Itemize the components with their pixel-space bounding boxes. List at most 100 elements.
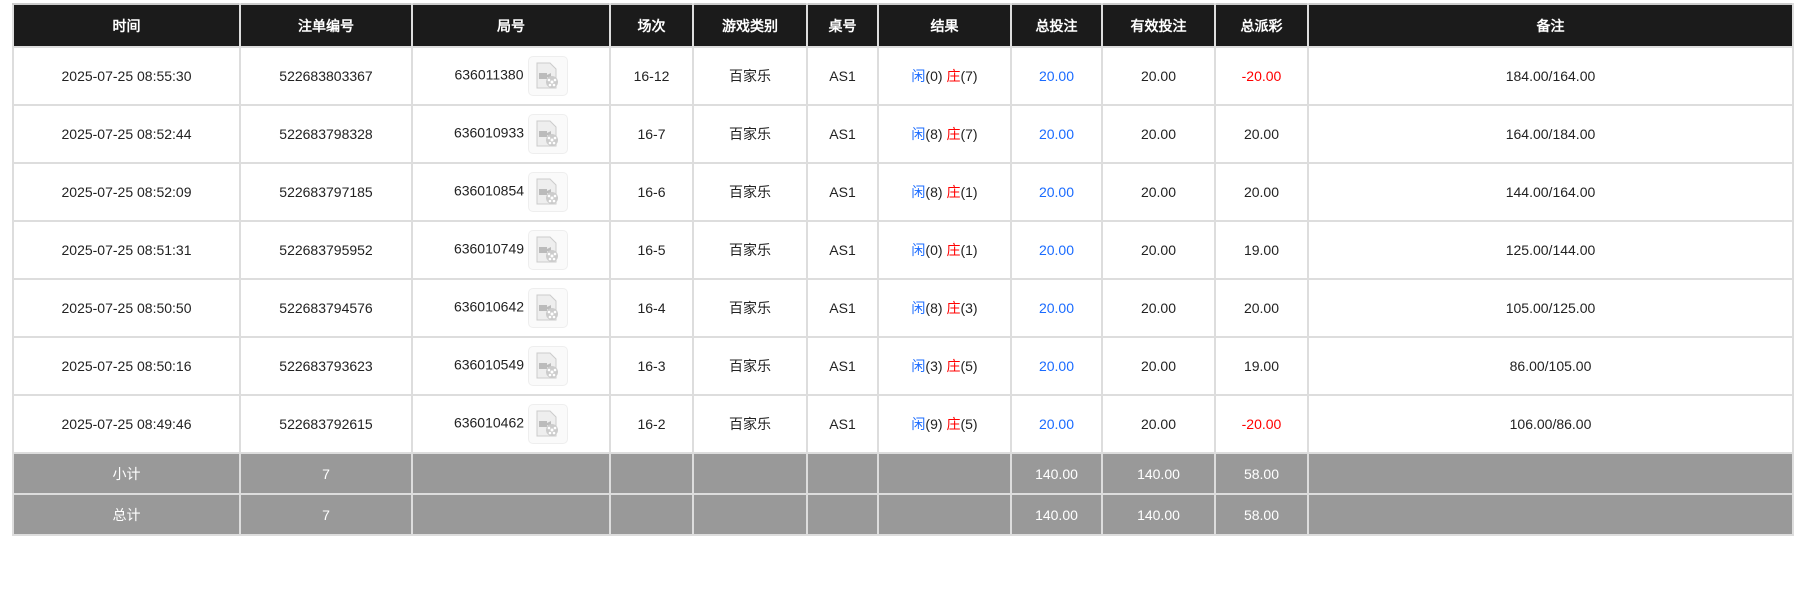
video-replay-button[interactable]	[528, 404, 569, 444]
player-label: 闲	[911, 242, 926, 258]
table-no-cell: AS1	[806, 278, 879, 338]
banker-label: 庄	[946, 300, 961, 316]
total-count: 7	[239, 493, 413, 536]
player-score: (3)	[925, 358, 943, 374]
video-replay-button[interactable]	[528, 346, 569, 386]
video-replay-button[interactable]	[528, 288, 569, 328]
payout-cell: 20.00	[1214, 162, 1309, 222]
table-row: 2025-07-25 08:55:30 522683803367 636011380…	[12, 46, 1794, 106]
payout-cell: -20.00	[1214, 46, 1309, 106]
table-row: 2025-07-25 08:52:09 522683797185 636010854…	[12, 162, 1794, 222]
valid-bet-cell: 20.00	[1101, 162, 1216, 222]
video-replay-button[interactable]	[528, 172, 569, 212]
session-cell: 16-12	[609, 46, 694, 106]
result-cell: 闲(8) 庄(3)	[877, 278, 1012, 338]
note-cell: 144.00/164.00	[1307, 162, 1794, 222]
round-number: 636010462	[453, 414, 525, 431]
player-score: (0)	[925, 242, 943, 258]
session-cell: 16-7	[609, 104, 694, 164]
table-row: 2025-07-25 08:52:44 522683798328 636010933…	[12, 104, 1794, 164]
table-no-cell: AS1	[806, 336, 879, 396]
table-no-cell: AS1	[806, 104, 879, 164]
video-file-icon	[536, 236, 559, 263]
total-label: 总计	[12, 493, 241, 536]
result-cell: 闲(8) 庄(1)	[877, 162, 1012, 222]
game-type-cell: 百家乐	[692, 394, 808, 454]
payout-cell: 19.00	[1214, 336, 1309, 396]
round-number: 636010749	[453, 240, 525, 257]
banker-label: 庄	[946, 126, 961, 142]
header-session: 场次	[609, 3, 694, 48]
banker-score: (5)	[960, 416, 978, 432]
video-file-icon	[536, 120, 559, 147]
video-replay-button[interactable]	[527, 56, 568, 96]
banker-score: (7)	[960, 126, 978, 142]
bet-records-table: 时间 注单编号 局号 场次 游戏类别 桌号 结果 总投注 有效投注 总派彩 备注 2025-07-2…	[12, 3, 1794, 536]
player-score: (8)	[925, 126, 943, 142]
banker-label: 庄	[946, 184, 961, 200]
subtotal-payout: 58.00	[1214, 452, 1309, 495]
time-cell: 2025-07-25 08:52:09	[12, 162, 241, 222]
table-row: 2025-07-25 08:49:46 522683792615 636010462…	[12, 394, 1794, 454]
result-cell: 闲(3) 庄(5)	[877, 336, 1012, 396]
header-result: 结果	[877, 3, 1012, 48]
round-cell: 636010642	[411, 278, 611, 338]
banker-score: (1)	[960, 184, 978, 200]
video-file-icon	[536, 178, 559, 205]
player-label: 闲	[911, 126, 926, 142]
total-bet-cell: 20.00	[1010, 46, 1103, 106]
bet-id-cell: 522683795952	[239, 220, 413, 280]
banker-score: (7)	[960, 68, 978, 84]
table-row: 2025-07-25 08:50:50 522683794576 636010642…	[12, 278, 1794, 338]
valid-bet-cell: 20.00	[1101, 46, 1216, 106]
valid-bet-cell: 20.00	[1101, 394, 1216, 454]
total-valid-bet: 140.00	[1101, 493, 1216, 536]
session-cell: 16-4	[609, 278, 694, 338]
video-file-icon	[536, 352, 559, 379]
total-bet-cell: 20.00	[1010, 278, 1103, 338]
result-cell: 闲(0) 庄(7)	[877, 46, 1012, 106]
subtotal-valid-bet: 140.00	[1101, 452, 1216, 495]
time-cell: 2025-07-25 08:52:44	[12, 104, 241, 164]
table-row: 2025-07-25 08:51:31 522683795952 636010749…	[12, 220, 1794, 280]
round-number: 636010854	[453, 182, 525, 199]
valid-bet-cell: 20.00	[1101, 336, 1216, 396]
total-bet-cell: 20.00	[1010, 336, 1103, 396]
total-bet-cell: 20.00	[1010, 162, 1103, 222]
player-score: (8)	[925, 184, 943, 200]
video-replay-button[interactable]	[528, 114, 569, 154]
header-note: 备注	[1307, 3, 1794, 48]
session-cell: 16-6	[609, 162, 694, 222]
session-cell: 16-5	[609, 220, 694, 280]
round-number: 636010549	[453, 356, 525, 373]
valid-bet-cell: 20.00	[1101, 220, 1216, 280]
note-cell: 105.00/125.00	[1307, 278, 1794, 338]
note-cell: 106.00/86.00	[1307, 394, 1794, 454]
round-cell: 636010854	[411, 162, 611, 222]
valid-bet-cell: 20.00	[1101, 104, 1216, 164]
bet-id-cell: 522683793623	[239, 336, 413, 396]
header-total-bet: 总投注	[1010, 3, 1103, 48]
game-type-cell: 百家乐	[692, 46, 808, 106]
video-file-icon	[536, 294, 559, 321]
round-number: 636010642	[453, 298, 525, 315]
bet-id-cell: 522683792615	[239, 394, 413, 454]
result-cell: 闲(9) 庄(5)	[877, 394, 1012, 454]
player-label: 闲	[911, 68, 926, 84]
video-file-icon	[536, 410, 559, 437]
table-row: 2025-07-25 08:50:16 522683793623 636010549…	[12, 336, 1794, 396]
header-valid-bet: 有效投注	[1101, 3, 1216, 48]
game-type-cell: 百家乐	[692, 278, 808, 338]
banker-label: 庄	[946, 68, 961, 84]
player-label: 闲	[911, 358, 926, 374]
total-payout: 58.00	[1214, 493, 1309, 536]
video-replay-button[interactable]	[528, 230, 569, 270]
payout-cell: 19.00	[1214, 220, 1309, 280]
header-game-type: 游戏类别	[692, 3, 808, 48]
bet-id-cell: 522683798328	[239, 104, 413, 164]
round-cell: 636010462	[411, 394, 611, 454]
note-cell: 164.00/184.00	[1307, 104, 1794, 164]
bet-id-cell: 522683794576	[239, 278, 413, 338]
header-round: 局号	[411, 3, 611, 48]
time-cell: 2025-07-25 08:51:31	[12, 220, 241, 280]
